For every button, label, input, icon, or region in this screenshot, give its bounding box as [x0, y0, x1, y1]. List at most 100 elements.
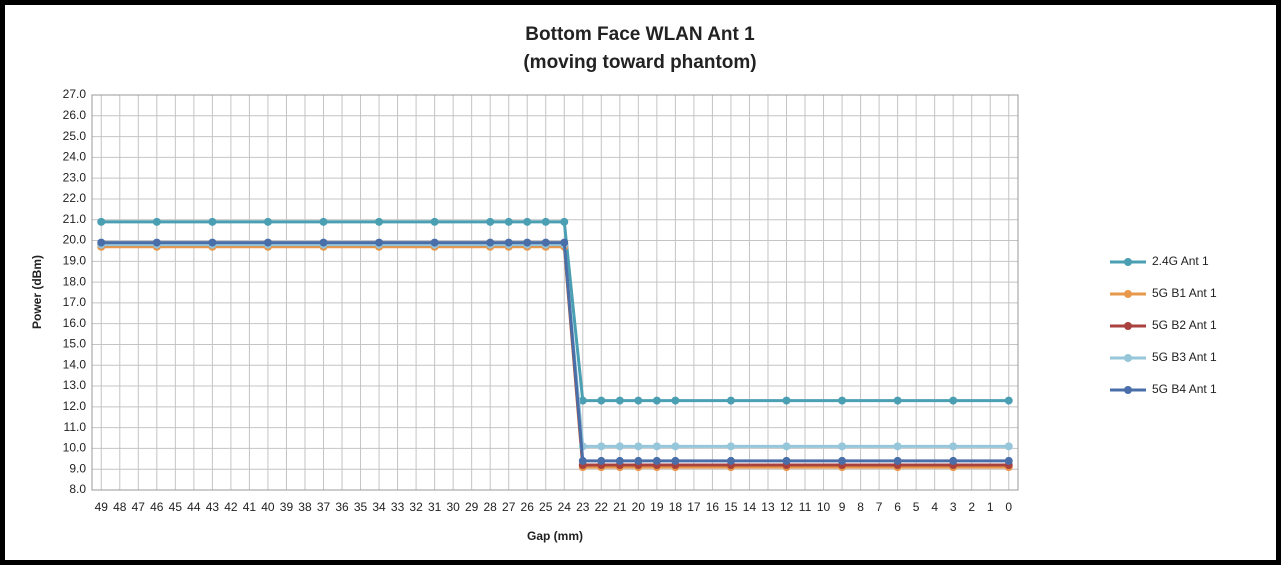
y-tick-label: 11.0: [64, 420, 87, 434]
x-tick-label: 4: [931, 500, 938, 514]
data-point: [652, 456, 661, 465]
y-tick-label: 14.0: [63, 357, 87, 371]
data-point: [486, 238, 495, 247]
y-tick-label: 16.0: [63, 316, 87, 330]
x-tick-label: 41: [243, 500, 257, 514]
x-tick-label: 15: [724, 500, 738, 514]
data-point: [782, 442, 791, 451]
x-tick-label: 8: [857, 500, 864, 514]
data-point: [578, 456, 587, 465]
legend-marker: [1124, 322, 1132, 330]
x-tick-label: 16: [706, 500, 720, 514]
data-point: [578, 396, 587, 405]
data-point: [634, 396, 643, 405]
x-tick-label: 30: [446, 500, 460, 514]
series-line: [101, 241, 1009, 463]
y-tick-label: 27.0: [63, 87, 87, 101]
y-tick-label: 22.0: [63, 191, 87, 205]
data-point: [726, 396, 735, 405]
data-point: [597, 442, 606, 451]
data-point: [1004, 442, 1013, 451]
data-point: [152, 217, 161, 226]
data-point: [597, 396, 606, 405]
data-point: [263, 217, 272, 226]
legend-marker: [1124, 290, 1132, 298]
x-tick-label: 11: [799, 500, 812, 514]
data-point: [949, 396, 958, 405]
data-point: [541, 238, 550, 247]
x-tick-label: 23: [576, 500, 590, 514]
data-point: [97, 238, 106, 247]
data-point: [634, 456, 643, 465]
legend-marker: [1124, 386, 1132, 394]
data-point: [263, 238, 272, 247]
data-point: [319, 217, 328, 226]
data-point: [615, 456, 624, 465]
x-tick-label: 32: [409, 500, 423, 514]
legend-label: 5G B4 Ant 1: [1152, 382, 1217, 396]
y-tick-label: 23.0: [63, 170, 87, 184]
y-tick-label: 9.0: [69, 461, 86, 475]
data-point: [486, 217, 495, 226]
x-tick-label: 0: [1005, 500, 1012, 514]
data-point: [208, 217, 217, 226]
y-tick-label: 13.0: [63, 378, 87, 392]
y-tick-label: 10.0: [63, 441, 87, 455]
x-tick-label: 45: [169, 500, 183, 514]
y-tick-label: 15.0: [63, 337, 87, 351]
x-tick-label: 18: [669, 500, 683, 514]
data-point: [652, 396, 661, 405]
y-tick-label: 12.0: [63, 399, 87, 413]
data-point: [541, 217, 550, 226]
x-tick-label: 2: [968, 500, 975, 514]
legend-label: 5G B1 Ant 1: [1152, 286, 1217, 300]
y-tick-label: 8.0: [69, 482, 86, 496]
data-point: [208, 238, 217, 247]
y-tick-label: 24.0: [63, 150, 87, 164]
x-tick-label: 5: [913, 500, 920, 514]
x-tick-label: 22: [595, 500, 609, 514]
data-point: [949, 442, 958, 451]
x-tick-label: 46: [150, 500, 164, 514]
x-tick-label: 35: [354, 500, 368, 514]
data-point: [671, 396, 680, 405]
series-line: [101, 220, 1009, 403]
data-point: [838, 396, 847, 405]
data-point: [560, 238, 569, 247]
y-tick-label: 17.0: [63, 295, 87, 309]
data-point: [726, 442, 735, 451]
x-tick-label: 39: [280, 500, 294, 514]
x-tick-label: 40: [261, 500, 275, 514]
data-point: [615, 442, 624, 451]
data-point: [893, 396, 902, 405]
data-point: [97, 217, 106, 226]
x-tick-label: 7: [876, 500, 883, 514]
data-point: [504, 217, 513, 226]
x-axis-label: Gap (mm): [527, 529, 583, 543]
x-tick-label: 14: [743, 500, 757, 514]
x-tick-label: 17: [687, 500, 701, 514]
x-tick-label: 31: [428, 500, 442, 514]
data-point: [893, 456, 902, 465]
chart-subtitle: (moving toward phantom): [523, 52, 756, 73]
data-point: [893, 442, 902, 451]
data-point: [523, 238, 532, 247]
x-tick-label: 28: [484, 500, 498, 514]
data-point: [671, 442, 680, 451]
data-point: [652, 442, 661, 451]
data-point: [560, 217, 569, 226]
data-point: [504, 238, 513, 247]
data-point: [523, 217, 532, 226]
x-tick-label: 47: [132, 500, 146, 514]
x-tick-label: 44: [187, 500, 201, 514]
x-tick-label: 33: [391, 500, 405, 514]
y-tick-label: 18.0: [63, 274, 87, 288]
data-point: [1004, 456, 1013, 465]
x-tick-label: 20: [632, 500, 646, 514]
data-point: [152, 238, 161, 247]
data-point: [375, 238, 384, 247]
x-tick-label: 21: [613, 500, 627, 514]
x-tick-label: 29: [465, 500, 479, 514]
y-axis-label: Power (dBm): [30, 255, 44, 329]
